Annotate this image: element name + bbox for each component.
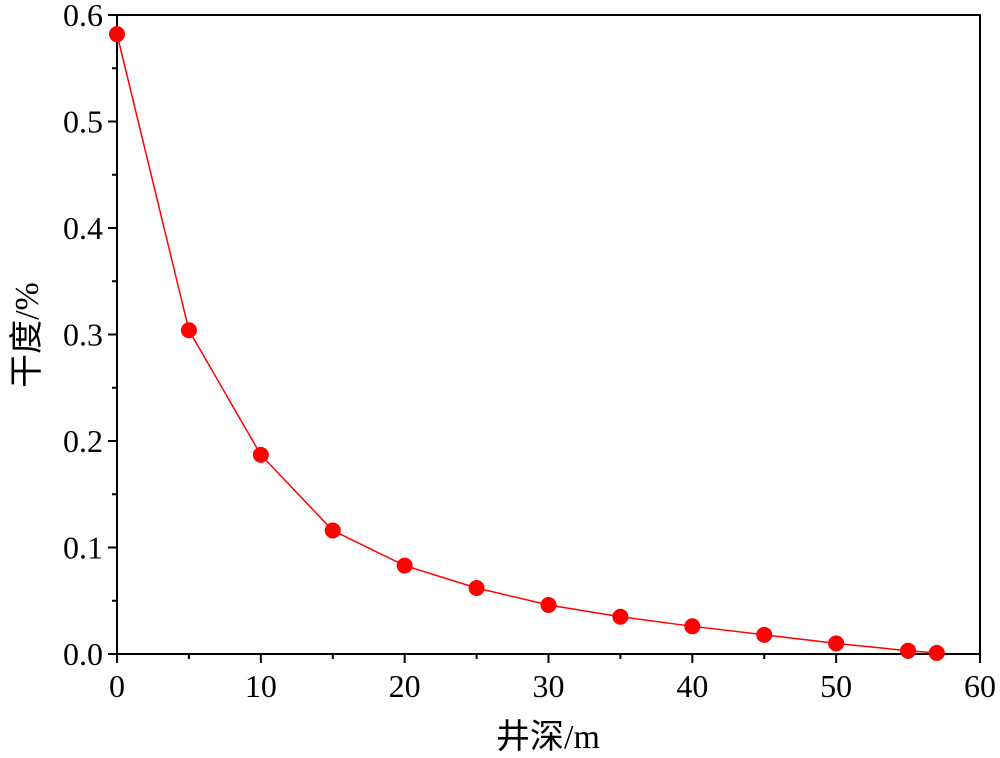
y-tick-label: 0.4	[63, 210, 103, 246]
series-line	[116, 33, 937, 654]
y-tick-label: 0.1	[63, 530, 103, 566]
data-point	[180, 322, 197, 339]
x-axis-title: 井深/m	[496, 718, 600, 756]
axis-ticks	[108, 14, 981, 663]
plot-area-border	[116, 14, 981, 655]
y-tick-label: 0.6	[63, 0, 103, 33]
x-tick-label: 0	[109, 668, 125, 704]
x-tick-label: 60	[964, 668, 996, 704]
data-point	[612, 608, 629, 625]
data-point	[684, 618, 701, 635]
y-tick-label: 0.5	[63, 104, 103, 140]
x-tick-label: 50	[820, 668, 852, 704]
data-point	[928, 644, 945, 661]
data-point	[900, 642, 917, 659]
x-tick-label: 20	[389, 668, 421, 704]
data-point	[540, 597, 557, 614]
data-point	[109, 26, 125, 43]
x-tick-label: 10	[245, 668, 277, 704]
plot-frame	[116, 14, 981, 655]
y-axis-title: 干度/%	[8, 282, 46, 388]
data-point	[252, 446, 269, 463]
axis-tick-labels: 0 10 20 30 40 50 60 0.0 0.1 0.2 0.3 0.4 0.5 0.6	[63, 0, 996, 704]
data-point	[468, 579, 485, 596]
x-tick-label: 30	[533, 668, 565, 704]
data-point	[396, 557, 413, 574]
data-point	[324, 522, 341, 539]
y-tick-label: 0.2	[63, 423, 103, 459]
series-layer	[109, 26, 945, 661]
y-tick-label: 0.0	[63, 636, 103, 672]
y-tick-label: 0.3	[63, 317, 103, 353]
x-tick-label: 40	[676, 668, 708, 704]
data-point	[828, 635, 845, 652]
data-point	[756, 626, 773, 643]
